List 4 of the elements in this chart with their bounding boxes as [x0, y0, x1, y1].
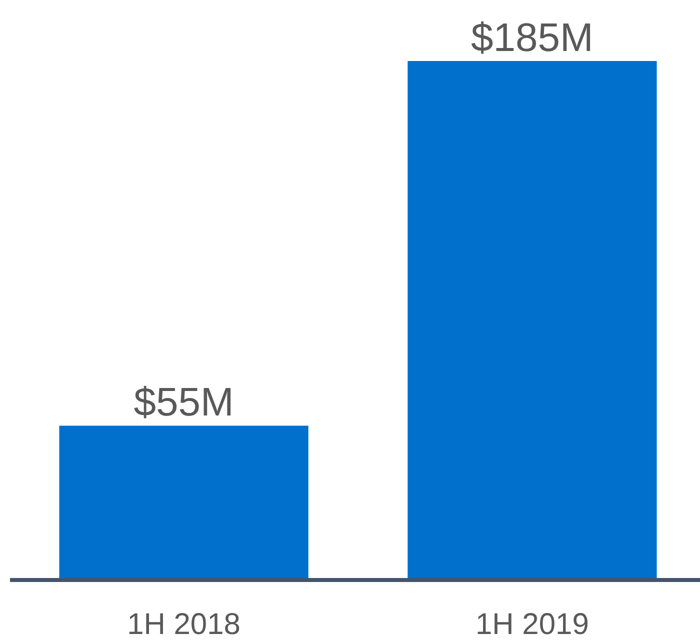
x-tick-label: 1H 2019: [475, 608, 589, 640]
x-tick-label: 1H 2018: [127, 608, 241, 640]
data-label: $55M: [134, 380, 234, 425]
data-label: $185M: [471, 16, 594, 60]
